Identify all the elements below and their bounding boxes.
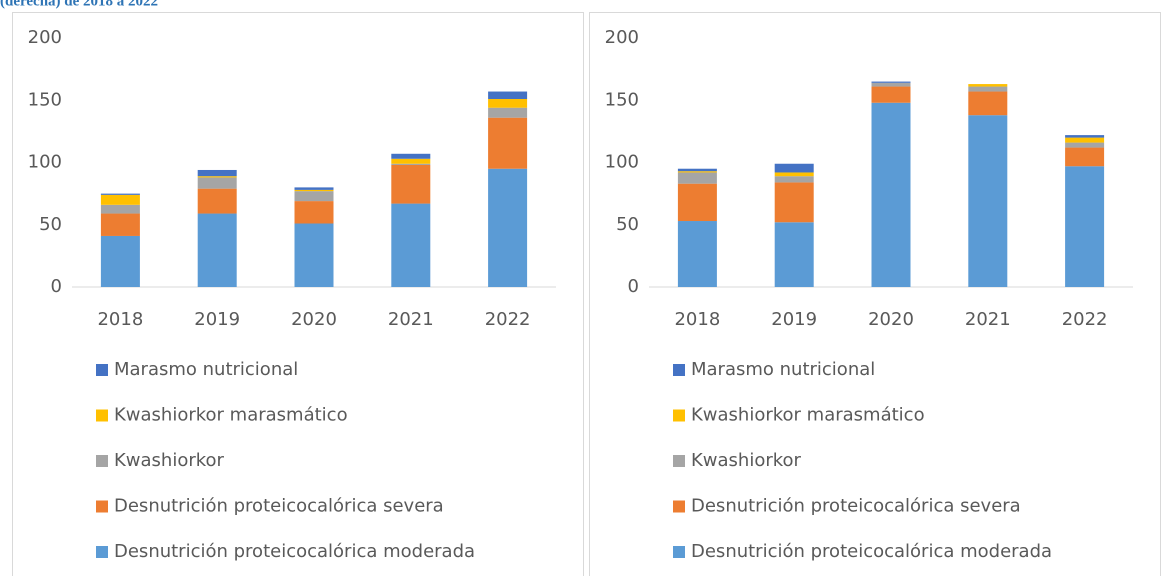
- bar-segment: [100, 194, 140, 205]
- x-tick-label: 2022: [485, 309, 531, 330]
- bar-segment: [871, 86, 911, 103]
- bar-segment: [677, 168, 717, 172]
- legend-label: Kwashiorkor: [114, 450, 225, 471]
- bar-segment: [488, 117, 528, 169]
- legend-swatch: [96, 364, 108, 376]
- x-tick-label: 2020: [291, 309, 337, 330]
- bar-segment: [294, 201, 334, 224]
- bar-segment: [968, 86, 1008, 92]
- bar-segment: [968, 84, 1008, 87]
- bar-segment: [100, 213, 140, 236]
- bar-segment: [197, 176, 237, 178]
- x-tick-label: 2021: [965, 309, 1011, 330]
- bar-segment: [774, 176, 814, 183]
- bar-segment: [1065, 135, 1105, 138]
- legend-swatch: [96, 500, 108, 513]
- y-tick-label: 0: [51, 276, 62, 297]
- bar-segment: [677, 172, 717, 184]
- x-tick-label: 2018: [674, 309, 720, 330]
- legend-swatch: [96, 546, 108, 558]
- bar-segment: [968, 115, 1008, 287]
- legend-label: Desnutrición proteicocalórica severa: [691, 496, 1021, 517]
- x-tick-label: 2021: [388, 309, 434, 330]
- bar-segment: [488, 99, 528, 108]
- caption: (derecha) de 2018 a 2022: [0, 0, 158, 9]
- bar-segment: [197, 177, 237, 189]
- bar-segment: [100, 204, 140, 214]
- y-tick-label: 150: [605, 89, 639, 110]
- bar-segment: [677, 171, 717, 173]
- legend-label: Marasmo nutricional: [691, 359, 875, 380]
- bar-segment: [197, 213, 237, 287]
- bar-segment: [294, 187, 334, 190]
- legend-label: Desnutrición proteicocalórica severa: [114, 496, 444, 517]
- bar-segment: [774, 182, 814, 223]
- bar-segment: [391, 153, 431, 159]
- legend-swatch: [96, 409, 108, 422]
- bar-segment: [294, 223, 334, 287]
- x-tick-label: 2019: [771, 309, 817, 330]
- y-tick-label: 0: [628, 276, 639, 297]
- y-tick-label: 100: [605, 152, 639, 173]
- legend-label: Kwashiorkor marasmático: [114, 405, 348, 426]
- bar-segment: [677, 183, 717, 222]
- chart-frame: [589, 12, 1161, 576]
- bar-segment: [774, 222, 814, 287]
- y-tick-label: 50: [616, 214, 639, 235]
- bar-segment: [294, 191, 334, 202]
- legend-label: Marasmo nutricional: [114, 359, 298, 380]
- bar-segment: [1065, 137, 1105, 143]
- bar-segment: [1065, 147, 1105, 167]
- y-tick-label: 50: [39, 214, 62, 235]
- y-tick-label: 200: [28, 27, 62, 48]
- y-tick-label: 100: [28, 152, 62, 173]
- bar-segment: [100, 235, 140, 287]
- x-tick-label: 2020: [868, 309, 914, 330]
- bar-segment: [391, 164, 431, 204]
- bar-segment: [774, 172, 814, 177]
- bar-segment: [968, 91, 1008, 116]
- legend-swatch: [673, 455, 685, 467]
- chart-frame: [12, 12, 584, 576]
- bar-segment: [488, 107, 528, 118]
- legend-label: Desnutrición proteicocalórica moderada: [691, 541, 1052, 562]
- bar-segment: [391, 163, 431, 165]
- bar-segment: [294, 189, 334, 192]
- legend-swatch: [673, 364, 685, 376]
- bar-segment: [871, 81, 911, 83]
- bar-segment: [391, 203, 431, 287]
- bar-segment: [1065, 166, 1105, 287]
- bar-segment: [677, 221, 717, 287]
- legend-label: Kwashiorkor marasmático: [691, 405, 925, 426]
- bar-segment: [100, 193, 140, 195]
- legend-swatch: [673, 500, 685, 513]
- legend-label: Desnutrición proteicocalórica moderada: [114, 541, 475, 562]
- bar-segment: [871, 102, 911, 288]
- bar-segment: [774, 163, 814, 173]
- bar-segment: [488, 168, 528, 287]
- legend-swatch: [96, 455, 108, 467]
- legend-label: Kwashiorkor: [691, 450, 802, 471]
- legend-swatch: [673, 409, 685, 422]
- x-tick-label: 2022: [1062, 309, 1108, 330]
- bar-segment: [197, 188, 237, 214]
- y-tick-label: 200: [605, 27, 639, 48]
- y-tick-label: 150: [28, 89, 62, 110]
- bar-segment: [871, 82, 911, 87]
- bar-segment: [488, 91, 528, 100]
- x-tick-label: 2018: [97, 309, 143, 330]
- x-tick-label: 2019: [194, 309, 240, 330]
- legend-swatch: [673, 546, 685, 558]
- bar-segment: [197, 169, 237, 177]
- bar-segment: [1065, 142, 1105, 148]
- bar-segment: [391, 158, 431, 164]
